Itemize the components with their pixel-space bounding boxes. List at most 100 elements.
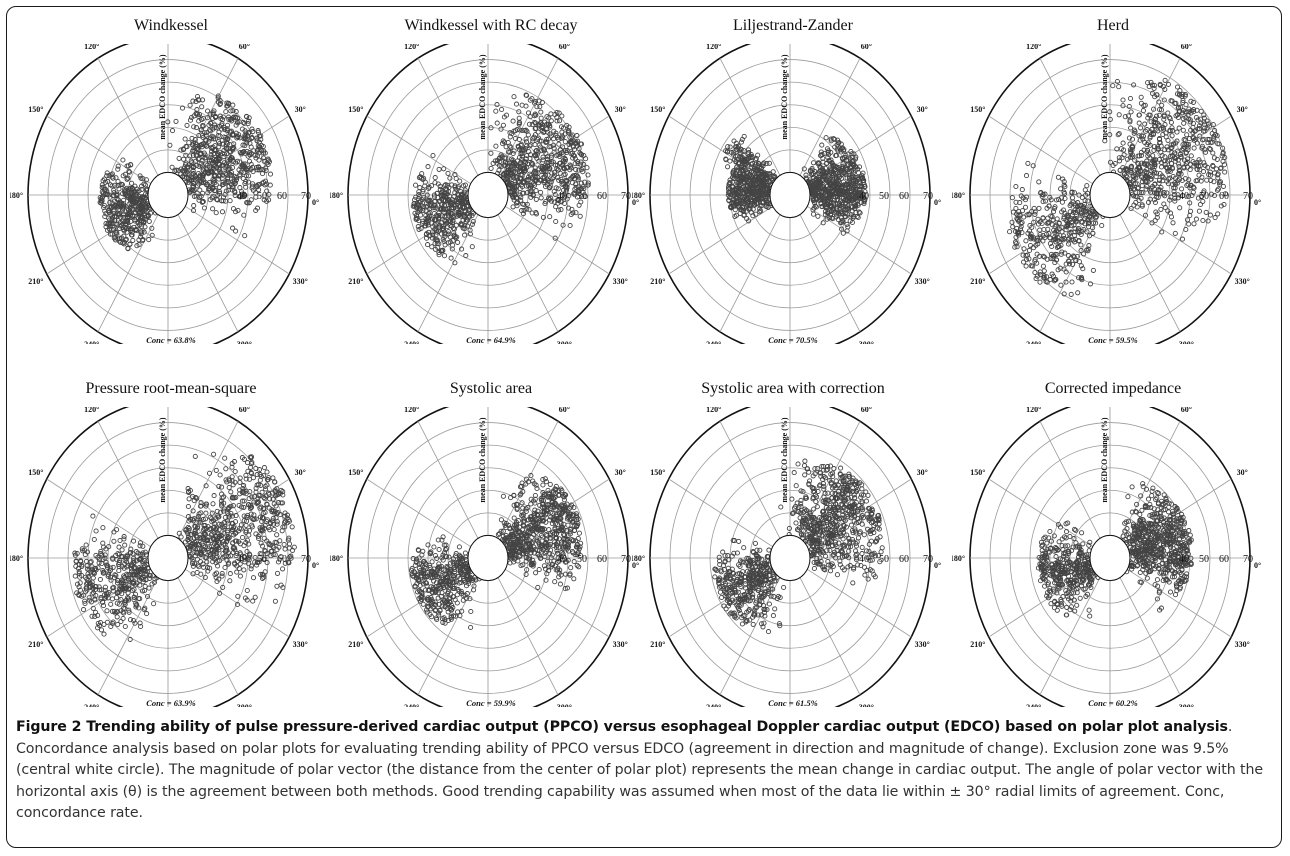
data-point [844,190,850,196]
data-point [270,551,276,558]
data-point [1208,191,1214,197]
data-point [110,588,116,594]
data-point [256,133,263,139]
data-point [816,186,822,192]
polar-spoke [366,115,471,185]
data-point [562,148,568,154]
data-point [1055,235,1061,241]
data-point [753,211,759,217]
data-point [139,229,145,235]
data-point [550,142,557,148]
data-point [241,212,247,218]
data-point [209,160,216,166]
data-point [462,232,468,238]
data-point [186,489,192,495]
data-point [1165,168,1171,175]
data-point [241,504,247,511]
data-point [516,121,522,127]
data-point [526,121,533,127]
data-point [286,541,293,547]
data-point [555,186,561,192]
data-point [725,164,731,170]
data-point [208,145,214,151]
data-point [139,183,145,189]
data-point [562,166,568,172]
data-point [441,166,447,172]
data-point [1197,133,1203,139]
data-point [264,502,270,508]
data-point [1162,158,1168,164]
data-point [431,217,438,223]
radial-label: 70 [621,191,631,202]
data-point [143,205,150,211]
data-point [1179,147,1185,153]
data-point [1175,177,1181,184]
data-point [1174,138,1180,144]
data-point [211,177,217,184]
data-point [1218,165,1224,171]
data-point [248,511,254,517]
data-point [1198,120,1204,126]
data-point [138,224,144,230]
data-point [103,224,109,230]
data-point [187,516,194,522]
data-point [1142,168,1148,175]
data-point [1153,126,1159,132]
polar-spoke [417,57,479,176]
data-point [1041,268,1047,274]
data-point [847,164,853,170]
data-point [436,241,442,247]
data-point [1188,153,1194,159]
data-point [556,198,562,204]
data-point [1184,217,1191,223]
data-point [1037,269,1043,275]
data-point [496,167,502,173]
data-point [225,506,231,512]
data-point [1177,205,1183,211]
data-point [444,191,450,197]
data-point [240,175,246,182]
radial-label: 60 [277,191,287,202]
data-point [176,155,182,161]
data-point [511,94,517,100]
data-point [1063,261,1069,267]
data-point [179,105,186,111]
data-point [272,552,278,558]
data-point [533,188,539,194]
data-point [431,192,437,198]
data-point [185,531,191,537]
data-point [200,123,206,129]
data-point [248,144,254,150]
polar-spoke [185,568,290,638]
data-point [518,159,524,165]
data-point [1147,134,1153,140]
data-point [255,500,261,506]
data-point [576,167,582,173]
data-point [1152,181,1158,187]
data-point [1156,112,1162,118]
data-point [210,126,216,132]
data-point [1160,174,1166,180]
data-point [219,484,225,490]
data-point [1160,83,1166,89]
polar-plot-panel: Windkessel90°60°30°0°330°300°270°240°210… [10,16,332,361]
data-point [232,547,238,553]
data-point [216,483,222,489]
angle-label: 330° [613,277,628,286]
data-point [1161,201,1167,207]
data-point [1061,236,1067,242]
angle-label: 150° [348,105,363,114]
data-point [443,182,449,188]
data-point [1037,234,1043,240]
data-point [1208,140,1214,146]
data-point [111,190,117,196]
data-point [221,538,227,545]
data-point [259,171,266,177]
data-point [107,217,113,223]
data-point [226,478,233,484]
data-point [116,225,123,231]
data-point [754,193,760,199]
angle-label: 210° [650,277,665,286]
angle-label: 240° [84,340,99,344]
data-point [451,232,457,238]
